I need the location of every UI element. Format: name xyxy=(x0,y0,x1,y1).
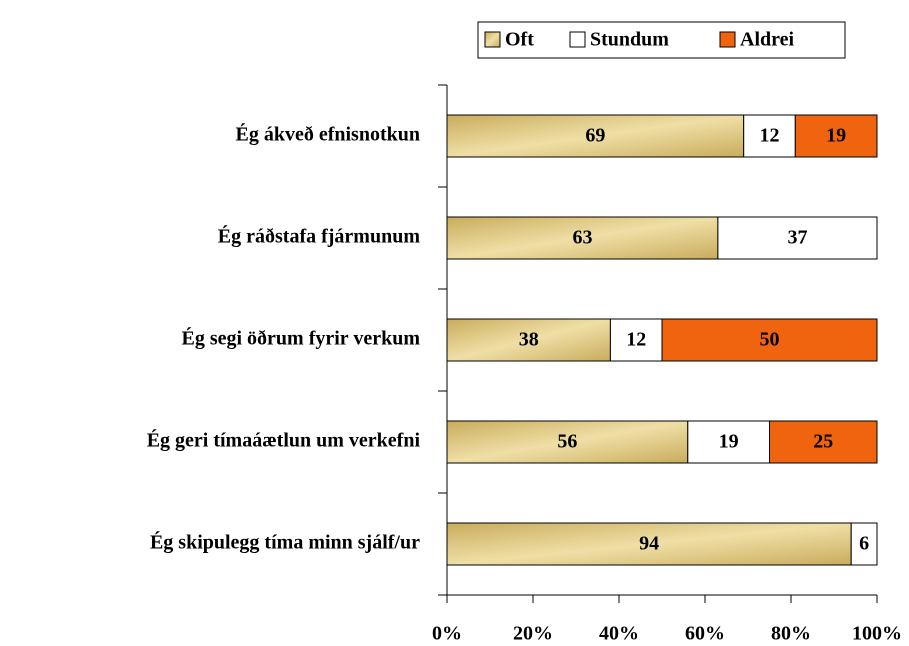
bar-segment xyxy=(446,522,852,566)
x-tick-label: 40% xyxy=(599,623,639,645)
bar-segment xyxy=(446,216,719,260)
legend-label: Oft xyxy=(505,29,534,51)
bar-segment xyxy=(769,420,878,464)
category-label: Ég ráðstafa fjármunum xyxy=(218,225,421,248)
bar-segment xyxy=(717,216,878,260)
data-label: 12 xyxy=(760,125,780,147)
category-label: Ég skipulegg tíma minn sjálf/ur xyxy=(150,531,420,554)
x-tick-label: 80% xyxy=(771,623,811,645)
x-tick-label: 100% xyxy=(852,623,902,645)
bar-segment xyxy=(446,318,611,362)
bar-segment xyxy=(609,318,663,362)
legend-box xyxy=(477,21,846,59)
x-tick-label: 20% xyxy=(513,623,553,645)
data-label: 37 xyxy=(787,227,807,249)
x-tick-label: 0% xyxy=(432,623,462,645)
bar-segment xyxy=(687,420,770,464)
data-label: 56 xyxy=(557,431,577,453)
data-label: 19 xyxy=(826,125,846,147)
legend-swatch xyxy=(484,31,501,48)
data-label: 25 xyxy=(813,431,833,453)
data-label: 69 xyxy=(585,125,605,147)
data-label: 50 xyxy=(760,329,780,351)
x-tick-label: 60% xyxy=(685,623,725,645)
category-label: Ég segi öðrum fyrir verkum xyxy=(182,327,421,350)
legend-swatch xyxy=(719,31,736,48)
category-label: Ég ákveð efnisnotkun xyxy=(236,123,421,146)
bar-segment xyxy=(850,522,878,566)
data-label: 63 xyxy=(572,227,592,249)
bar-segment xyxy=(794,114,878,158)
bar-segment xyxy=(446,420,689,464)
data-label: 94 xyxy=(639,533,659,555)
legend-label: Aldrei xyxy=(740,29,795,51)
data-label: 12 xyxy=(626,329,646,351)
category-label: Ég geri tímaáætlun um verkefni xyxy=(147,429,421,452)
data-label: 38 xyxy=(519,329,539,351)
legend-label: Stundum xyxy=(590,29,669,51)
data-label: 6 xyxy=(859,533,869,555)
legend-swatch xyxy=(569,31,586,48)
data-label: 19 xyxy=(719,431,739,453)
bar-segment xyxy=(661,318,878,362)
bar-segment xyxy=(743,114,796,158)
